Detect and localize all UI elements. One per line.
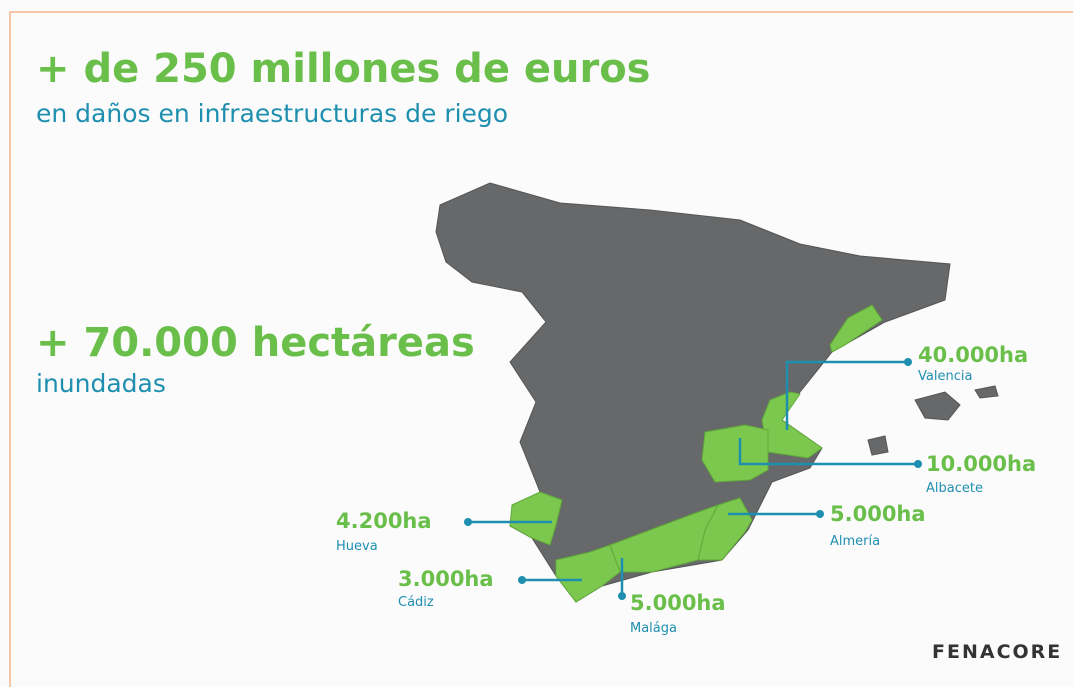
region-name: Valencia	[918, 369, 972, 384]
spain	[435, 182, 951, 603]
leader	[785, 360, 908, 430]
hectares-title: + 70.000 hectáreas	[36, 320, 475, 366]
region-name: Malága	[630, 621, 677, 636]
region-name: Cádiz	[398, 595, 434, 610]
tarragona	[829, 304, 883, 353]
dot	[518, 576, 526, 584]
albacete-region	[701, 424, 769, 483]
region-area: 4.200ha	[336, 509, 432, 533]
euros-subtitle: en daños en infraestructuras de riego	[36, 99, 508, 128]
region-name: Hueva	[336, 539, 378, 554]
granada-malaga-region	[609, 504, 720, 573]
hectares-subtitle: inundadas	[36, 369, 166, 398]
euros-title: + de 250 millones de euros	[36, 46, 651, 92]
region-name: Albacete	[926, 481, 983, 496]
region-area: 5.000ha	[830, 502, 926, 526]
ibiza	[867, 435, 889, 456]
region-area: 40.000ha	[918, 343, 1028, 367]
dot	[914, 460, 922, 468]
region-area: 3.000ha	[398, 567, 494, 591]
huelva-region	[509, 491, 563, 546]
dot	[618, 592, 626, 600]
region-area: 10.000ha	[926, 452, 1036, 476]
leaders	[464, 358, 922, 600]
leader	[738, 438, 918, 466]
logo: FENACORE	[932, 641, 1062, 663]
menorca	[974, 385, 999, 399]
frame	[9, 11, 1073, 687]
dot	[816, 510, 824, 518]
map	[435, 182, 999, 603]
region-name: Almería	[830, 534, 880, 549]
dot	[464, 518, 472, 526]
dot	[904, 358, 912, 366]
mallorca	[914, 391, 961, 421]
region-area: 5.000ha	[630, 591, 726, 615]
